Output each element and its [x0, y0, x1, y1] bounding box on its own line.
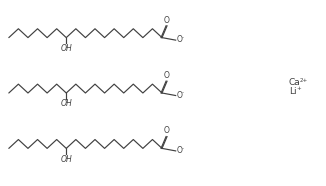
Text: O: O [177, 91, 183, 100]
Text: -: - [182, 91, 184, 96]
Text: O: O [177, 36, 183, 44]
Text: OH: OH [60, 99, 72, 108]
Text: OH: OH [60, 155, 72, 164]
Text: -: - [182, 146, 184, 151]
Text: Li: Li [289, 87, 297, 96]
Text: -: - [182, 35, 184, 40]
Text: O: O [163, 126, 169, 135]
Text: OH: OH [60, 44, 72, 53]
Text: O: O [163, 16, 169, 25]
Text: Ca: Ca [289, 78, 301, 87]
Text: 2+: 2+ [299, 78, 308, 83]
Text: O: O [163, 71, 169, 80]
Text: O: O [177, 146, 183, 155]
Text: +: + [296, 86, 301, 92]
